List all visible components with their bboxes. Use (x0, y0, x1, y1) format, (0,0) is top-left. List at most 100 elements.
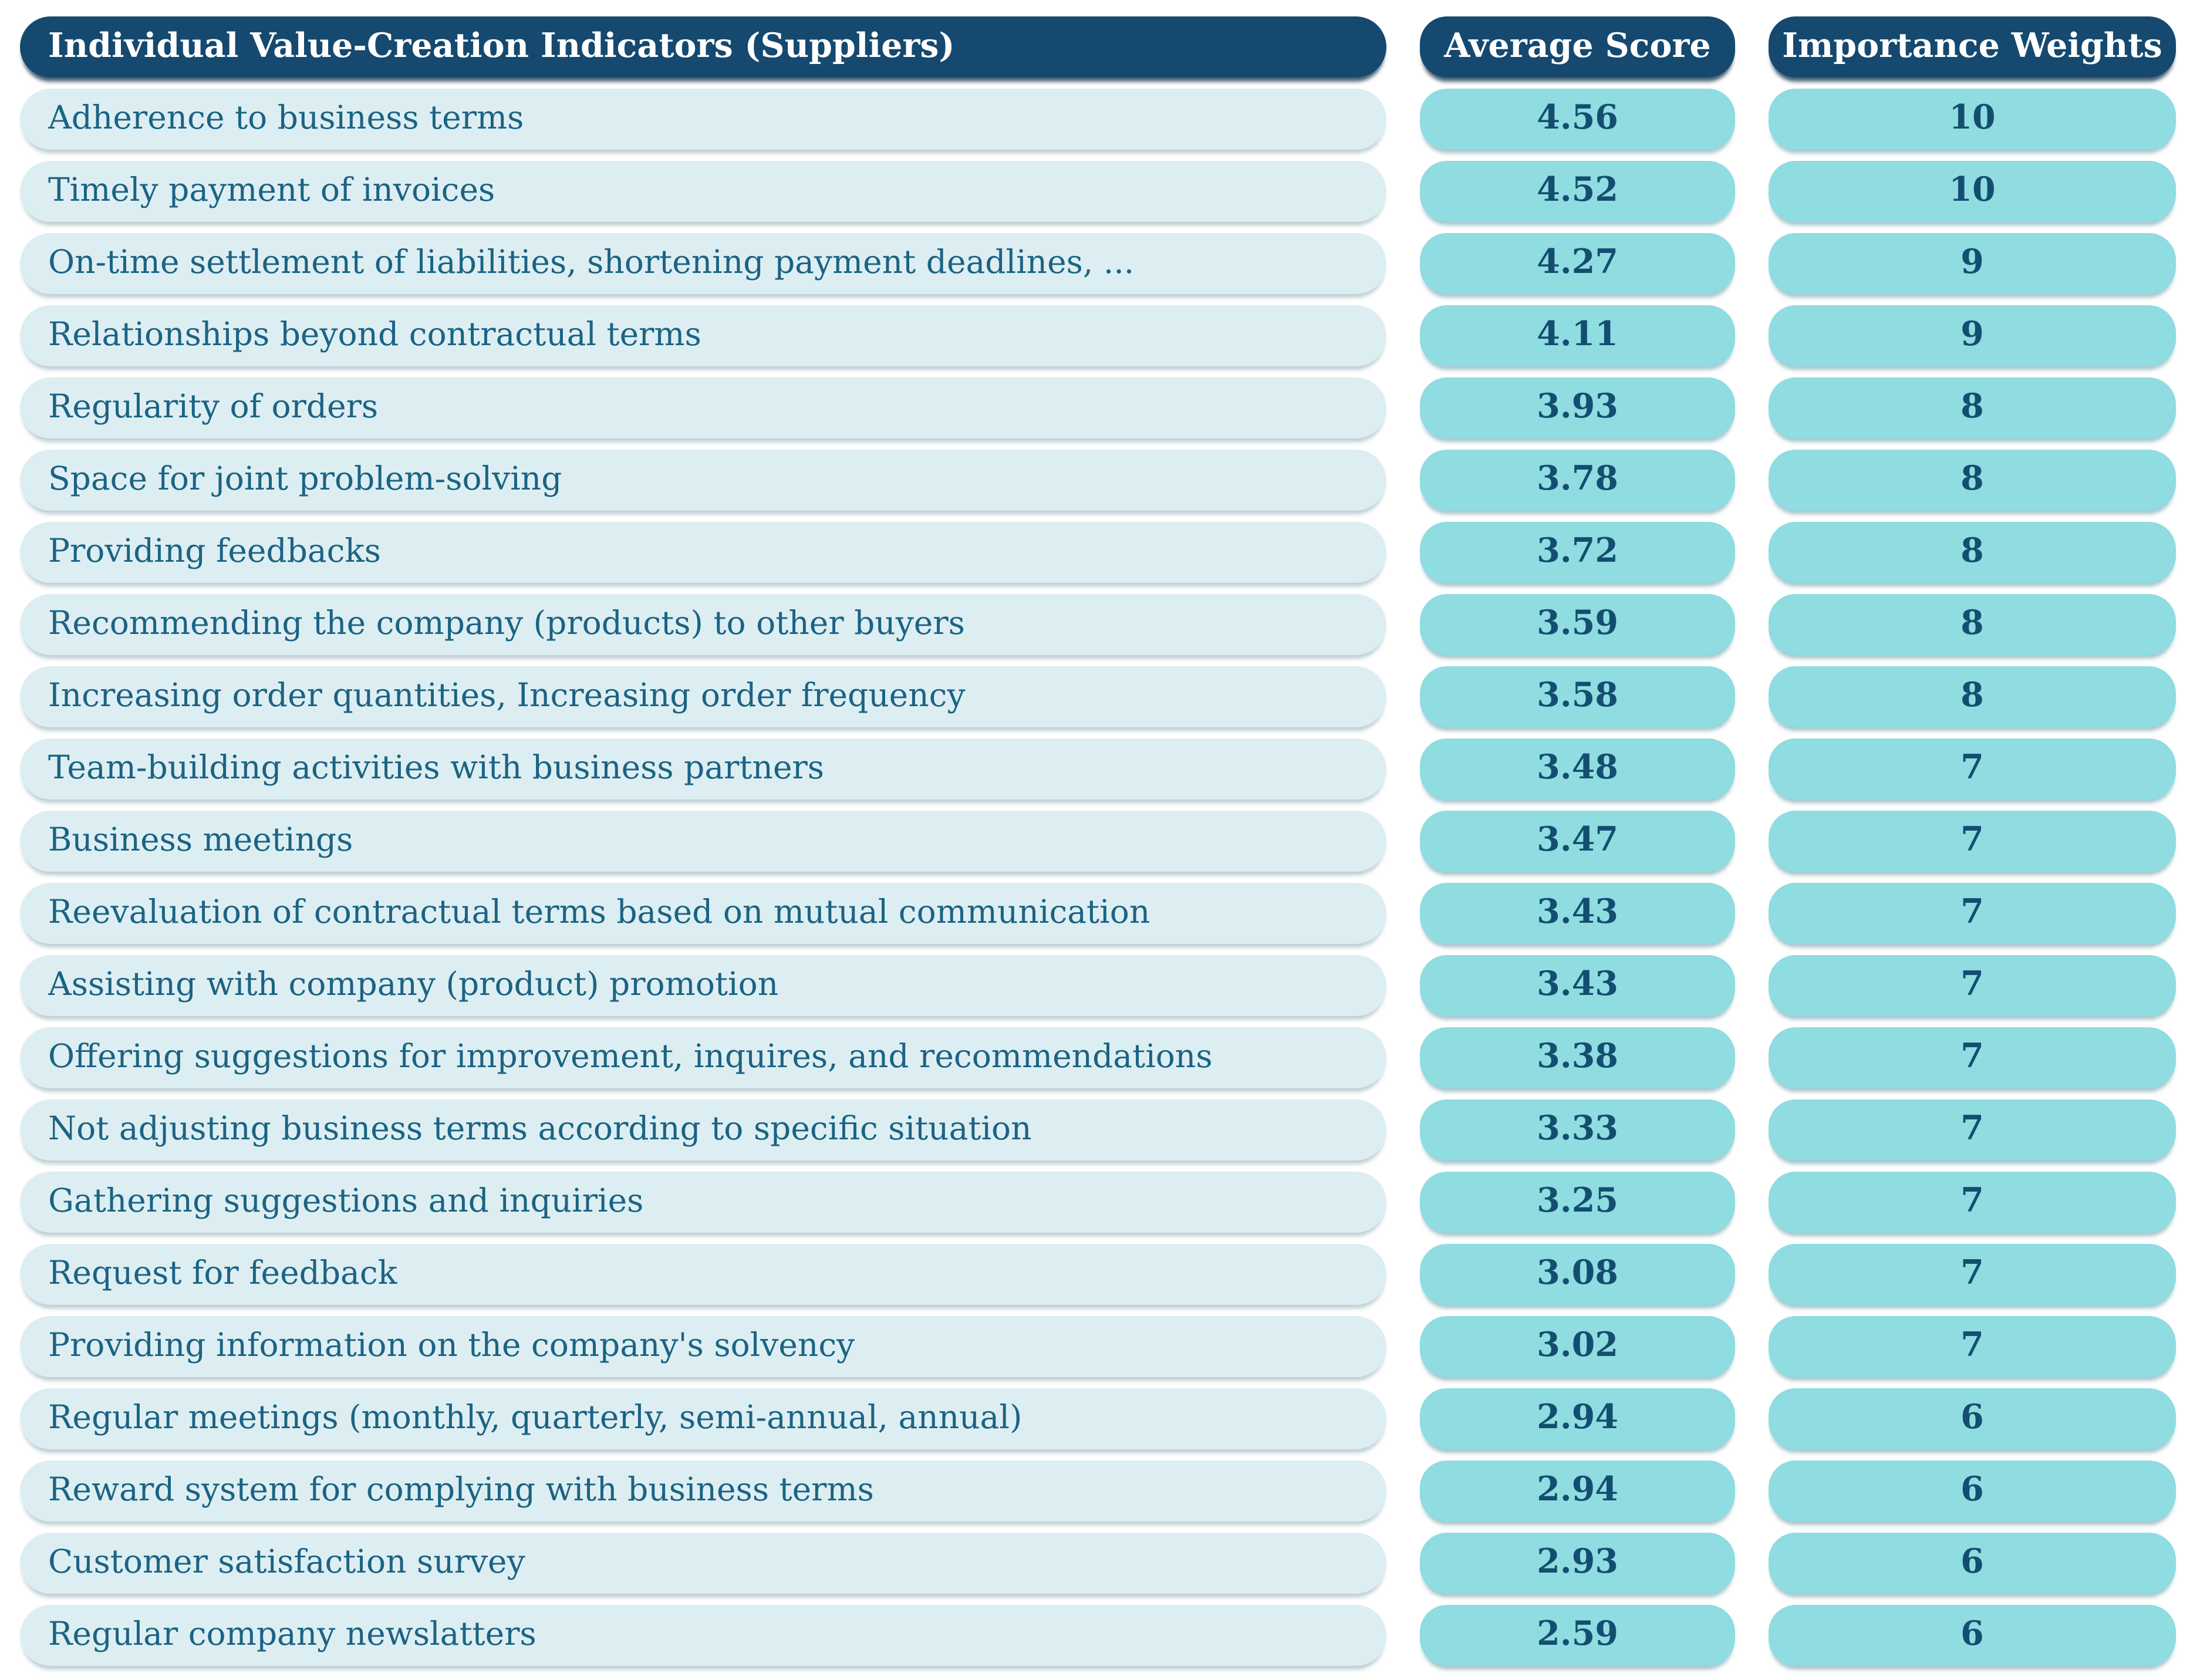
indicator-cell: Gathering suggestions and inquiries (20, 1172, 1386, 1233)
table-row: Not adjusting business terms according t… (20, 1099, 2190, 1161)
weight-value: 8 (1960, 458, 1984, 498)
indicator-cell: On-time settlement of liabilities, short… (20, 233, 1386, 294)
indicator-label: Team-building activities with business p… (48, 748, 825, 786)
weight-value: 7 (1960, 1180, 1984, 1220)
score-value: 3.33 (1537, 1108, 1618, 1148)
score-cell: 3.33 (1420, 1099, 1735, 1161)
indicator-label: Timely payment of invoices (48, 171, 495, 208)
score-value: 3.78 (1537, 458, 1618, 498)
weight-value: 9 (1960, 313, 1984, 353)
weight-value: 8 (1960, 602, 1984, 642)
score-cell: 3.78 (1420, 450, 1735, 511)
table-row: Offering suggestions for improvement, in… (20, 1027, 2190, 1088)
weight-cell: 8 (1769, 666, 2176, 727)
table-body: Adherence to business terms 4.56 10 Time… (20, 89, 2190, 1666)
table-row: Regular company newslatters 2.59 6 (20, 1605, 2190, 1666)
score-value: 2.93 (1537, 1541, 1618, 1581)
weight-value: 10 (1949, 97, 1996, 137)
score-value: 2.59 (1537, 1613, 1618, 1653)
score-cell: 2.59 (1420, 1605, 1735, 1666)
weight-cell: 7 (1769, 738, 2176, 799)
table-row: Request for feedback 3.08 7 (20, 1244, 2190, 1305)
indicator-cell: Business meetings (20, 811, 1386, 872)
weight-cell: 8 (1769, 594, 2176, 655)
score-value: 4.56 (1537, 97, 1618, 137)
indicator-cell: Reward system for complying with busines… (20, 1460, 1386, 1522)
indicator-cell: Reevaluation of contractual terms based … (20, 883, 1386, 944)
score-value: 3.59 (1537, 602, 1618, 642)
weight-value: 7 (1960, 1035, 1984, 1075)
indicator-label: Adherence to business terms (48, 99, 524, 136)
indicator-cell: Regular company newslatters (20, 1605, 1386, 1666)
table-header-row: Individual Value-Creation Indicators (Su… (20, 16, 2190, 77)
score-cell: 3.02 (1420, 1316, 1735, 1377)
indicator-label: Increasing order quantities, Increasing … (48, 676, 966, 714)
score-value: 3.08 (1537, 1252, 1618, 1292)
indicator-label: On-time settlement of liabilities, short… (48, 243, 1135, 281)
indicator-label: Space for joint problem-solving (48, 460, 562, 497)
indicator-cell: Relationships beyond contractual terms (20, 305, 1386, 366)
score-cell: 4.56 (1420, 89, 1735, 150)
indicator-label: Reevaluation of contractual terms based … (48, 893, 1150, 930)
weight-cell: 7 (1769, 1316, 2176, 1377)
indicator-label: Recommending the company (products) to o… (48, 604, 965, 642)
weight-cell: 7 (1769, 1027, 2176, 1088)
table-row: Customer satisfaction survey 2.93 6 (20, 1533, 2190, 1594)
indicator-column-header: Individual Value-Creation Indicators (Su… (20, 16, 1386, 77)
weight-cell: 7 (1769, 811, 2176, 872)
indicator-cell: Timely payment of invoices (20, 161, 1386, 222)
indicator-label: Request for feedback (48, 1254, 397, 1291)
score-cell: 4.11 (1420, 305, 1735, 366)
weight-cell: 10 (1769, 89, 2176, 150)
score-cell: 3.08 (1420, 1244, 1735, 1305)
score-value: 3.58 (1537, 674, 1618, 714)
score-value: 3.72 (1537, 530, 1618, 570)
weight-value: 8 (1960, 674, 1984, 714)
indicator-column-header-label: Individual Value-Creation Indicators (Su… (48, 25, 955, 65)
table-row: Timely payment of invoices 4.52 10 (20, 161, 2190, 222)
indicator-cell: Regularity of orders (20, 377, 1386, 438)
table-row: Increasing order quantities, Increasing … (20, 666, 2190, 727)
weight-column-header-label: Importance Weights (1782, 25, 2162, 65)
table-row: Gathering suggestions and inquiries 3.25… (20, 1172, 2190, 1233)
weight-value: 8 (1960, 530, 1984, 570)
weight-cell: 9 (1769, 233, 2176, 294)
score-column-header: Average Score (1420, 16, 1735, 77)
score-column-header-label: Average Score (1444, 25, 1711, 65)
indicator-label: Regular meetings (monthly, quarterly, se… (48, 1398, 1023, 1436)
weight-value: 6 (1960, 1396, 1984, 1436)
score-cell: 3.43 (1420, 955, 1735, 1016)
indicator-label: Reward system for complying with busines… (48, 1470, 874, 1508)
indicator-label: Regularity of orders (48, 387, 379, 425)
weight-cell: 7 (1769, 1099, 2176, 1161)
score-value: 2.94 (1537, 1469, 1618, 1509)
score-cell: 3.38 (1420, 1027, 1735, 1088)
score-cell: 3.48 (1420, 738, 1735, 799)
indicator-label: Assisting with company (product) promoti… (48, 965, 779, 1003)
score-value: 2.94 (1537, 1396, 1618, 1436)
indicator-cell: Providing information on the company's s… (20, 1316, 1386, 1377)
table-row: Recommending the company (products) to o… (20, 594, 2190, 655)
weight-value: 6 (1960, 1469, 1984, 1509)
weight-value: 7 (1960, 819, 1984, 859)
table-row: On-time settlement of liabilities, short… (20, 233, 2190, 294)
score-value: 4.27 (1537, 241, 1618, 281)
indicator-cell: Not adjusting business terms according t… (20, 1099, 1386, 1161)
table-row: Relationships beyond contractual terms 4… (20, 305, 2190, 366)
table-row: Assisting with company (product) promoti… (20, 955, 2190, 1016)
score-cell: 3.72 (1420, 522, 1735, 583)
score-cell: 4.27 (1420, 233, 1735, 294)
table-row: Regularity of orders 3.93 8 (20, 377, 2190, 438)
indicator-cell: Recommending the company (products) to o… (20, 594, 1386, 655)
score-value: 3.43 (1537, 963, 1618, 1003)
weight-cell: 7 (1769, 955, 2176, 1016)
weight-cell: 6 (1769, 1460, 2176, 1522)
score-cell: 2.94 (1420, 1388, 1735, 1449)
weight-cell: 7 (1769, 883, 2176, 944)
weight-cell: 7 (1769, 1172, 2176, 1233)
score-value: 3.48 (1537, 747, 1618, 787)
score-cell: 3.93 (1420, 377, 1735, 438)
weight-value: 9 (1960, 241, 1984, 281)
weight-value: 7 (1960, 891, 1984, 931)
